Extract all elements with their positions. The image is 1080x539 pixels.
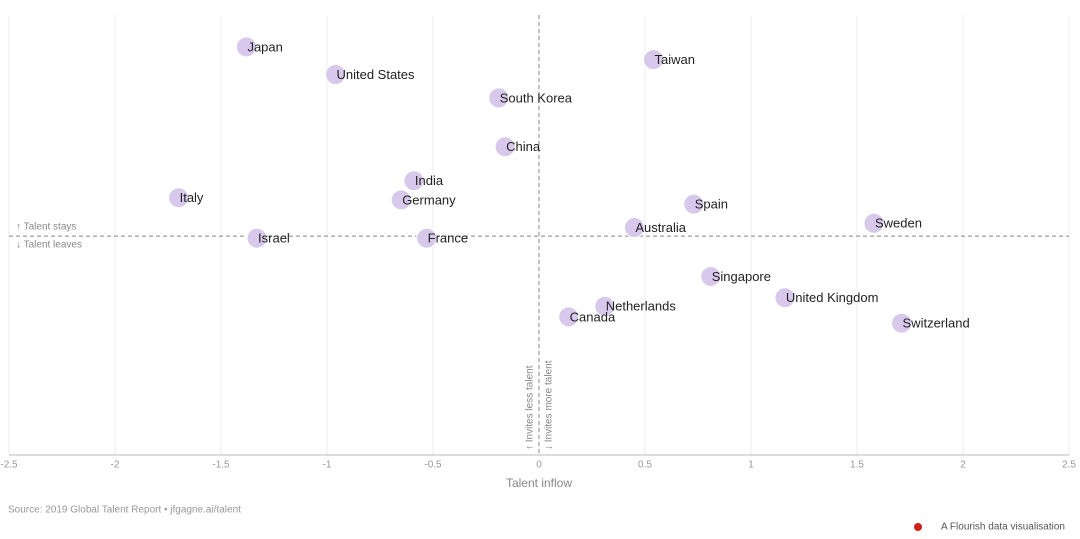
point xyxy=(390,189,412,211)
source: Source: 2019 Global Talent Report • jfga… xyxy=(8,505,241,516)
point xyxy=(863,212,885,234)
point-label: Spain xyxy=(695,197,728,212)
point xyxy=(642,49,664,71)
point-label: Japan xyxy=(247,39,282,54)
credit[interactable]: A Flourish data visualisation xyxy=(941,522,1065,533)
point xyxy=(416,227,438,249)
point-label: Sweden xyxy=(875,216,922,231)
point-label: United States xyxy=(336,67,415,82)
x-tick-label: 0 xyxy=(536,460,542,471)
point xyxy=(246,227,268,249)
point xyxy=(168,187,190,209)
point xyxy=(235,36,257,58)
point-label: France xyxy=(428,231,468,246)
point-label: United Kingdom xyxy=(786,290,879,305)
point-label: Italy xyxy=(180,190,204,205)
point xyxy=(324,64,346,86)
point-label: China xyxy=(506,139,541,154)
point-label: Switzerland xyxy=(903,316,970,331)
point-label: Canada xyxy=(570,309,616,324)
point-label: South Korea xyxy=(500,90,573,105)
point-label: India xyxy=(415,173,444,188)
point-label: Netherlands xyxy=(606,299,677,314)
point xyxy=(494,136,516,158)
x-axis-title: Talent inflow xyxy=(506,476,572,490)
point-label: Taiwan xyxy=(654,52,694,67)
point xyxy=(623,217,645,239)
point xyxy=(488,87,510,109)
credit-icon xyxy=(914,523,922,531)
point-label: Israel xyxy=(258,231,290,246)
point xyxy=(774,287,796,309)
point xyxy=(683,193,705,215)
annotation: ↓ Talent leaves xyxy=(16,240,82,251)
point xyxy=(700,265,722,287)
annotation: ↑ Invites less talent xyxy=(525,365,536,450)
x-tick-label: 2.5 xyxy=(1062,460,1076,471)
x-tick-label: -1 xyxy=(323,460,332,471)
x-tick-label: -2.5 xyxy=(0,460,18,471)
point-label: Singapore xyxy=(712,269,771,284)
x-tick-label: 2 xyxy=(960,460,966,471)
point-label: Germany xyxy=(402,192,456,207)
point xyxy=(403,170,425,192)
point xyxy=(891,312,913,334)
x-tick-label: -0.5 xyxy=(424,460,442,471)
annotation: ↑ Talent stays xyxy=(16,222,76,233)
point-label: Australia xyxy=(635,220,686,235)
annotation: ↓ Invites more talent xyxy=(544,360,555,450)
x-tick-label: 1.5 xyxy=(850,460,864,471)
x-tick-label: -1.5 xyxy=(212,460,230,471)
point xyxy=(594,295,616,317)
x-tick-label: 0.5 xyxy=(638,460,652,471)
x-tick-label: -2 xyxy=(111,460,120,471)
x-tick-label: 1 xyxy=(748,460,754,471)
point xyxy=(558,306,580,328)
